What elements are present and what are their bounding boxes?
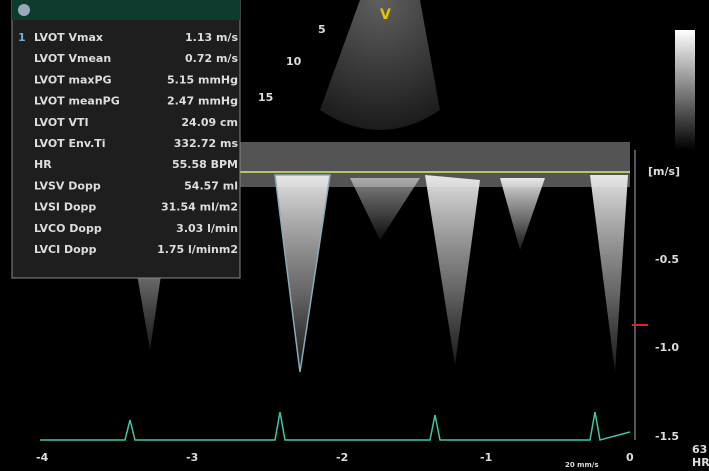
- time-label: -4: [36, 451, 49, 464]
- row-value: 332.72 ms: [174, 137, 239, 150]
- row-value: 2.47 mmHg: [167, 95, 238, 108]
- row-value: 0.72 m/s: [185, 52, 238, 65]
- panel-header: [12, 0, 240, 20]
- row-label: LVOT VTI: [34, 116, 89, 129]
- hr-label: HR: [692, 456, 709, 469]
- row-label: LVOT Vmean: [34, 52, 111, 65]
- scale-label: -1.0: [655, 341, 679, 354]
- depth-label: 5: [318, 23, 326, 36]
- row-value: 54.57 ml: [184, 179, 238, 192]
- time-label: -1: [480, 451, 492, 464]
- view-marker: V: [380, 7, 391, 23]
- row-value: 1.75 l/minm2: [157, 243, 238, 256]
- hr-value: 63: [692, 443, 707, 456]
- row-value: 5.15 mmHg: [167, 73, 238, 86]
- sweep-speed: 20 mm/s: [565, 461, 599, 469]
- row-label: LVCO Dopp: [34, 222, 102, 235]
- scale-label: -0.5: [655, 253, 679, 266]
- row-label: LVOT meanPG: [34, 95, 120, 108]
- time-label: -3: [186, 451, 198, 464]
- gray-bar: [675, 30, 695, 150]
- ultrasound-screen: 1 5 10 15 V [m/s] -0.5 -1.0 -1.5 -4 -3 -…: [0, 0, 709, 471]
- row-value: 31.54 ml/m2: [161, 201, 238, 214]
- row-value: 55.58 BPM: [172, 158, 238, 171]
- panel-icon: [18, 4, 30, 16]
- row-value: 1.13 m/s: [185, 31, 238, 44]
- row-label: LVOT Vmax: [34, 31, 103, 44]
- scale-label: -1.5: [655, 430, 679, 443]
- row-label: LVSI Dopp: [34, 201, 96, 214]
- panel-index: 1: [18, 31, 26, 44]
- row-value: 3.03 l/min: [176, 222, 238, 235]
- row-value: 24.09 cm: [181, 116, 238, 129]
- row-label: LVOT maxPG: [34, 73, 112, 86]
- depth-label: 15: [258, 91, 273, 104]
- depth-label: 10: [286, 55, 302, 68]
- row-label: HR: [34, 158, 52, 171]
- row-label: LVSV Dopp: [34, 179, 101, 192]
- time-label: -2: [336, 451, 348, 464]
- row-label: LVCI Dopp: [34, 243, 97, 256]
- unit-label: [m/s]: [648, 165, 680, 178]
- row-label: LVOT Env.Ti: [34, 137, 106, 150]
- time-label: 0: [626, 451, 634, 464]
